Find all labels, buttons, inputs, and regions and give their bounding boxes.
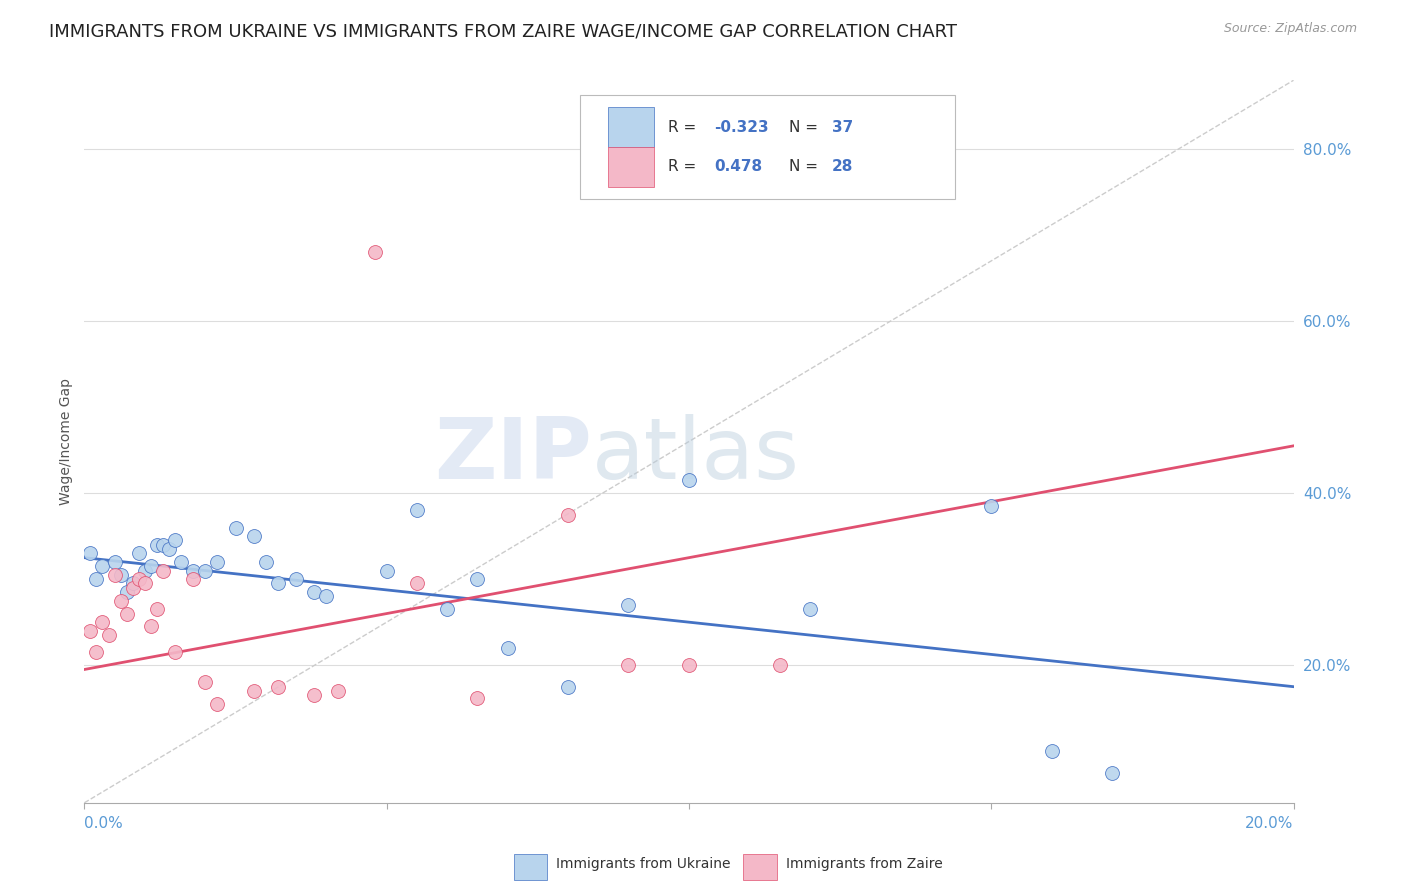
Point	[678, 473, 700, 487]
FancyBboxPatch shape	[581, 95, 955, 200]
Point	[181, 572, 204, 586]
Point	[146, 602, 169, 616]
Point	[165, 645, 187, 659]
Point	[139, 619, 162, 633]
Point	[617, 598, 640, 612]
Point	[254, 555, 277, 569]
Point	[375, 564, 398, 578]
Point	[363, 245, 385, 260]
Point	[315, 590, 337, 604]
Point	[146, 538, 169, 552]
Point	[557, 680, 579, 694]
Point	[406, 503, 429, 517]
Point	[267, 680, 290, 694]
Point	[302, 585, 325, 599]
Point	[980, 499, 1002, 513]
Point	[328, 684, 350, 698]
Point	[799, 602, 821, 616]
Text: 37: 37	[831, 120, 853, 135]
Text: -0.323: -0.323	[714, 120, 769, 135]
Text: Immigrants from Zaire: Immigrants from Zaire	[786, 857, 942, 871]
Text: Immigrants from Ukraine: Immigrants from Ukraine	[555, 857, 731, 871]
Point	[496, 640, 519, 655]
Point	[207, 697, 229, 711]
Point	[110, 593, 132, 607]
Point	[86, 572, 108, 586]
Point	[170, 555, 193, 569]
Point	[207, 555, 229, 569]
Point	[121, 576, 143, 591]
Point	[436, 602, 458, 616]
Point	[110, 567, 132, 582]
Point	[181, 564, 204, 578]
Text: N =: N =	[789, 120, 823, 135]
Text: 0.478: 0.478	[714, 160, 762, 175]
Point	[128, 572, 150, 586]
FancyBboxPatch shape	[744, 855, 778, 880]
Point	[121, 581, 143, 595]
Point	[115, 585, 138, 599]
Point	[242, 684, 264, 698]
Point	[165, 533, 187, 548]
Point	[157, 542, 180, 557]
Text: 0.0%: 0.0%	[84, 815, 124, 830]
Point	[86, 645, 108, 659]
Text: 28: 28	[831, 160, 853, 175]
Point	[1040, 744, 1063, 758]
Point	[194, 564, 217, 578]
FancyBboxPatch shape	[607, 147, 654, 186]
Point	[104, 567, 127, 582]
Text: 20.0%: 20.0%	[1246, 815, 1294, 830]
Point	[467, 690, 489, 705]
Point	[194, 675, 217, 690]
Point	[139, 559, 162, 574]
Point	[152, 538, 174, 552]
Point	[134, 564, 156, 578]
FancyBboxPatch shape	[607, 107, 654, 147]
Point	[769, 658, 792, 673]
Point	[79, 546, 101, 560]
Text: N =: N =	[789, 160, 823, 175]
Y-axis label: Wage/Income Gap: Wage/Income Gap	[59, 378, 73, 505]
Text: atlas: atlas	[592, 415, 800, 498]
Text: ZIP: ZIP	[434, 415, 592, 498]
Point	[128, 546, 150, 560]
Point	[285, 572, 308, 586]
Point	[557, 508, 579, 522]
Point	[1101, 765, 1123, 780]
Point	[152, 564, 174, 578]
Point	[617, 658, 640, 673]
Point	[115, 607, 138, 621]
Point	[267, 576, 290, 591]
Text: Source: ZipAtlas.com: Source: ZipAtlas.com	[1223, 22, 1357, 36]
Point	[225, 520, 247, 534]
Point	[91, 615, 114, 630]
Point	[678, 658, 700, 673]
Text: R =: R =	[668, 160, 706, 175]
Point	[302, 688, 325, 702]
Text: R =: R =	[668, 120, 702, 135]
Text: IMMIGRANTS FROM UKRAINE VS IMMIGRANTS FROM ZAIRE WAGE/INCOME GAP CORRELATION CHA: IMMIGRANTS FROM UKRAINE VS IMMIGRANTS FR…	[49, 22, 957, 40]
Point	[79, 624, 101, 638]
Point	[406, 576, 429, 591]
Point	[91, 559, 114, 574]
Point	[97, 628, 120, 642]
Point	[242, 529, 264, 543]
Point	[467, 572, 489, 586]
FancyBboxPatch shape	[513, 855, 547, 880]
Point	[104, 555, 127, 569]
Point	[134, 576, 156, 591]
